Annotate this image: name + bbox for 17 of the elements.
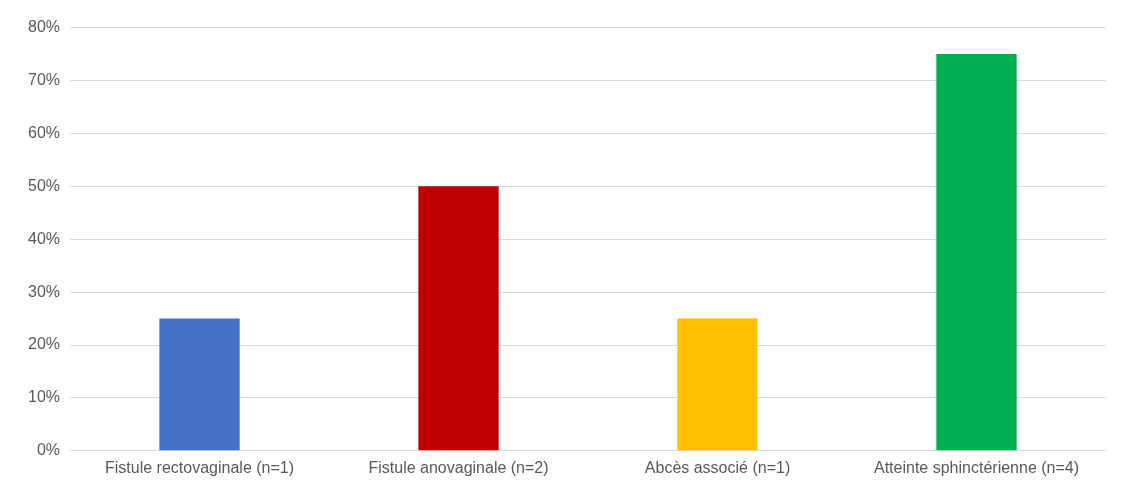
bar xyxy=(418,186,499,451)
x-tick-label: Fistule rectovaginale (n=1) xyxy=(105,458,295,476)
x-tick-label: Fistule anovaginale (n=2) xyxy=(368,458,549,476)
y-tick-label: 0% xyxy=(36,441,61,459)
y-tick-label: 30% xyxy=(27,282,61,300)
bar xyxy=(936,54,1017,451)
y-tick-label: 10% xyxy=(27,388,61,406)
y-tick-label: 50% xyxy=(27,176,61,194)
y-tick-label: 20% xyxy=(27,335,61,353)
x-tick-label: Atteinte sphinctérienne (n=4) xyxy=(874,458,1080,476)
bar xyxy=(159,318,240,451)
y-tick-label: 60% xyxy=(27,123,61,141)
x-tick-label: Abcès associé (n=1) xyxy=(644,458,791,476)
y-tick-label: 40% xyxy=(27,229,61,247)
y-tick-label: 80% xyxy=(27,18,61,36)
y-tick-label: 70% xyxy=(27,70,61,88)
bar xyxy=(677,318,758,451)
